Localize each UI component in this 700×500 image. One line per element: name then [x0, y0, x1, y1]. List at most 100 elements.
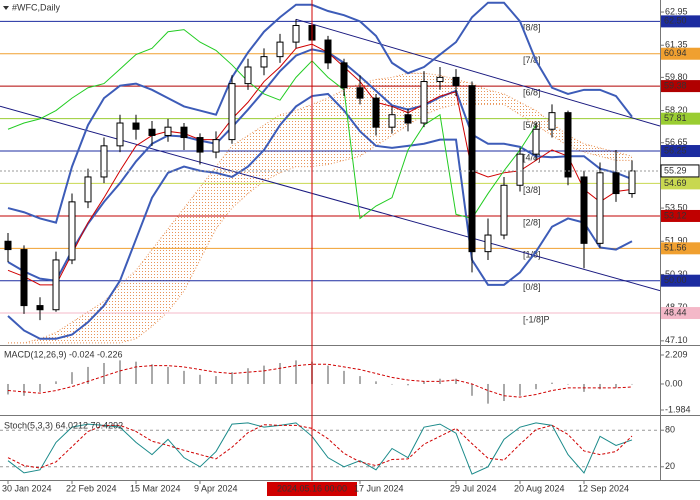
y-tick-label: 62.95 — [665, 6, 688, 16]
x-tick-label: 15 Mar 2024 — [130, 483, 181, 493]
level-name: [2/8] — [523, 217, 541, 227]
indicator-line — [7, 43, 633, 286]
macd-bar — [487, 383, 489, 404]
macd-bar — [263, 365, 265, 384]
y-tick-label: 20 — [665, 461, 675, 471]
candle-body — [196, 137, 204, 153]
indicator-line — [7, 1, 633, 224]
macd-bar — [455, 378, 457, 384]
y-tick-label: 2.209 — [665, 349, 688, 359]
current-price-label: 55.29 — [664, 165, 687, 175]
cloud-span-b — [8, 103, 632, 344]
cloud-span-a — [8, 72, 633, 344]
y-tick-label: 47.10 — [665, 335, 688, 345]
stoch-panel — [0, 422, 660, 475]
x-tick-label: 17 Jun 2024 — [354, 483, 404, 493]
menu-arrow[interactable] — [3, 6, 9, 10]
level-value: 62.50 — [664, 16, 687, 26]
macd-bar — [119, 360, 121, 384]
level-value: 54.69 — [664, 178, 687, 188]
x-tick-label: 12 Sep 2024 — [578, 483, 629, 493]
level-name: [6/8] — [523, 87, 541, 97]
candle-body — [52, 259, 60, 311]
candle-body — [484, 234, 492, 253]
macd-bar — [87, 366, 89, 384]
y-tick-label: 59.80 — [665, 72, 688, 82]
stoch-k — [7, 422, 633, 475]
macd-bar — [103, 362, 105, 384]
candle-body — [436, 76, 444, 83]
candle-body — [84, 176, 92, 203]
macd-bar — [423, 381, 425, 384]
candle-body — [292, 25, 300, 43]
candle-body — [148, 128, 156, 136]
candle-body — [596, 172, 604, 244]
macd-bar — [503, 383, 505, 402]
crosshair-label-box — [267, 482, 357, 496]
macd-bar — [327, 365, 329, 384]
level-value: 59.38 — [664, 80, 687, 90]
macd-bar — [359, 376, 361, 384]
candle-body — [452, 76, 460, 87]
x-tick-label: 22 Feb 2024 — [66, 483, 117, 493]
y-tick-label: 0.00 — [665, 378, 683, 388]
indicator-line — [7, 29, 537, 220]
candle-body — [116, 122, 124, 147]
price-panel: [8/8][7/8][6/8][5/8][4/8][3/8][2/8][1/8]… — [0, 1, 660, 344]
macd-bar — [231, 372, 233, 384]
stoch-d — [7, 424, 633, 469]
macd-bar — [23, 383, 25, 396]
macd-bar — [167, 366, 169, 384]
level-box — [661, 112, 700, 125]
macd-bar — [199, 374, 201, 384]
level-name: [-1/8]P — [523, 314, 550, 324]
candle-body — [356, 87, 364, 99]
macd-bar — [631, 383, 633, 385]
candle-body — [404, 114, 412, 124]
macd-bar — [375, 381, 377, 384]
candle-body — [532, 128, 540, 155]
candle-body — [324, 39, 332, 64]
indicator-line — [7, 48, 633, 282]
candle-body — [388, 114, 396, 128]
level-box — [661, 274, 700, 287]
level-name: [3/8] — [523, 185, 541, 195]
candle-body — [244, 66, 252, 85]
y-tick-label: -1.984 — [665, 404, 691, 414]
panel-title: MACD(12,26,9) -0.024 -0.226 — [4, 349, 123, 359]
level-value: 60.94 — [664, 48, 687, 58]
panel-title: Stoch(5,3,3) 64.0212 70.4292 — [4, 420, 123, 430]
trendline — [0, 105, 660, 292]
level-value: 56.25 — [664, 145, 687, 155]
candle-body — [612, 172, 620, 195]
candle-body — [164, 126, 172, 136]
x-tick-label: 29 Jul 2024 — [450, 483, 497, 493]
macd-bar — [55, 381, 57, 384]
level-box — [661, 15, 700, 28]
candle-body — [580, 176, 588, 244]
level-box — [661, 307, 700, 320]
candle-body — [500, 184, 508, 236]
y-tick-label: 58.20 — [665, 105, 688, 115]
candle-body — [68, 201, 76, 261]
y-tick-label: 50.30 — [665, 269, 688, 279]
macd-bar — [215, 376, 217, 384]
level-name: [5/8] — [523, 120, 541, 130]
candle-body — [468, 85, 476, 253]
level-name: [4/8] — [523, 152, 541, 162]
macd-bar — [135, 361, 137, 384]
candle-body — [212, 139, 220, 153]
candle-body — [372, 97, 380, 128]
x-tick-label: 9 Apr 2024 — [194, 483, 238, 493]
y-tick-label: 48.70 — [665, 302, 688, 312]
macd-bar — [247, 368, 249, 384]
y-tick-label: 51.90 — [665, 236, 688, 246]
macd-panel — [7, 360, 633, 404]
macd-bar — [407, 383, 409, 386]
level-name: [7/8] — [523, 55, 541, 65]
macd-bar — [7, 383, 9, 395]
level-name: [8/8] — [523, 23, 541, 33]
